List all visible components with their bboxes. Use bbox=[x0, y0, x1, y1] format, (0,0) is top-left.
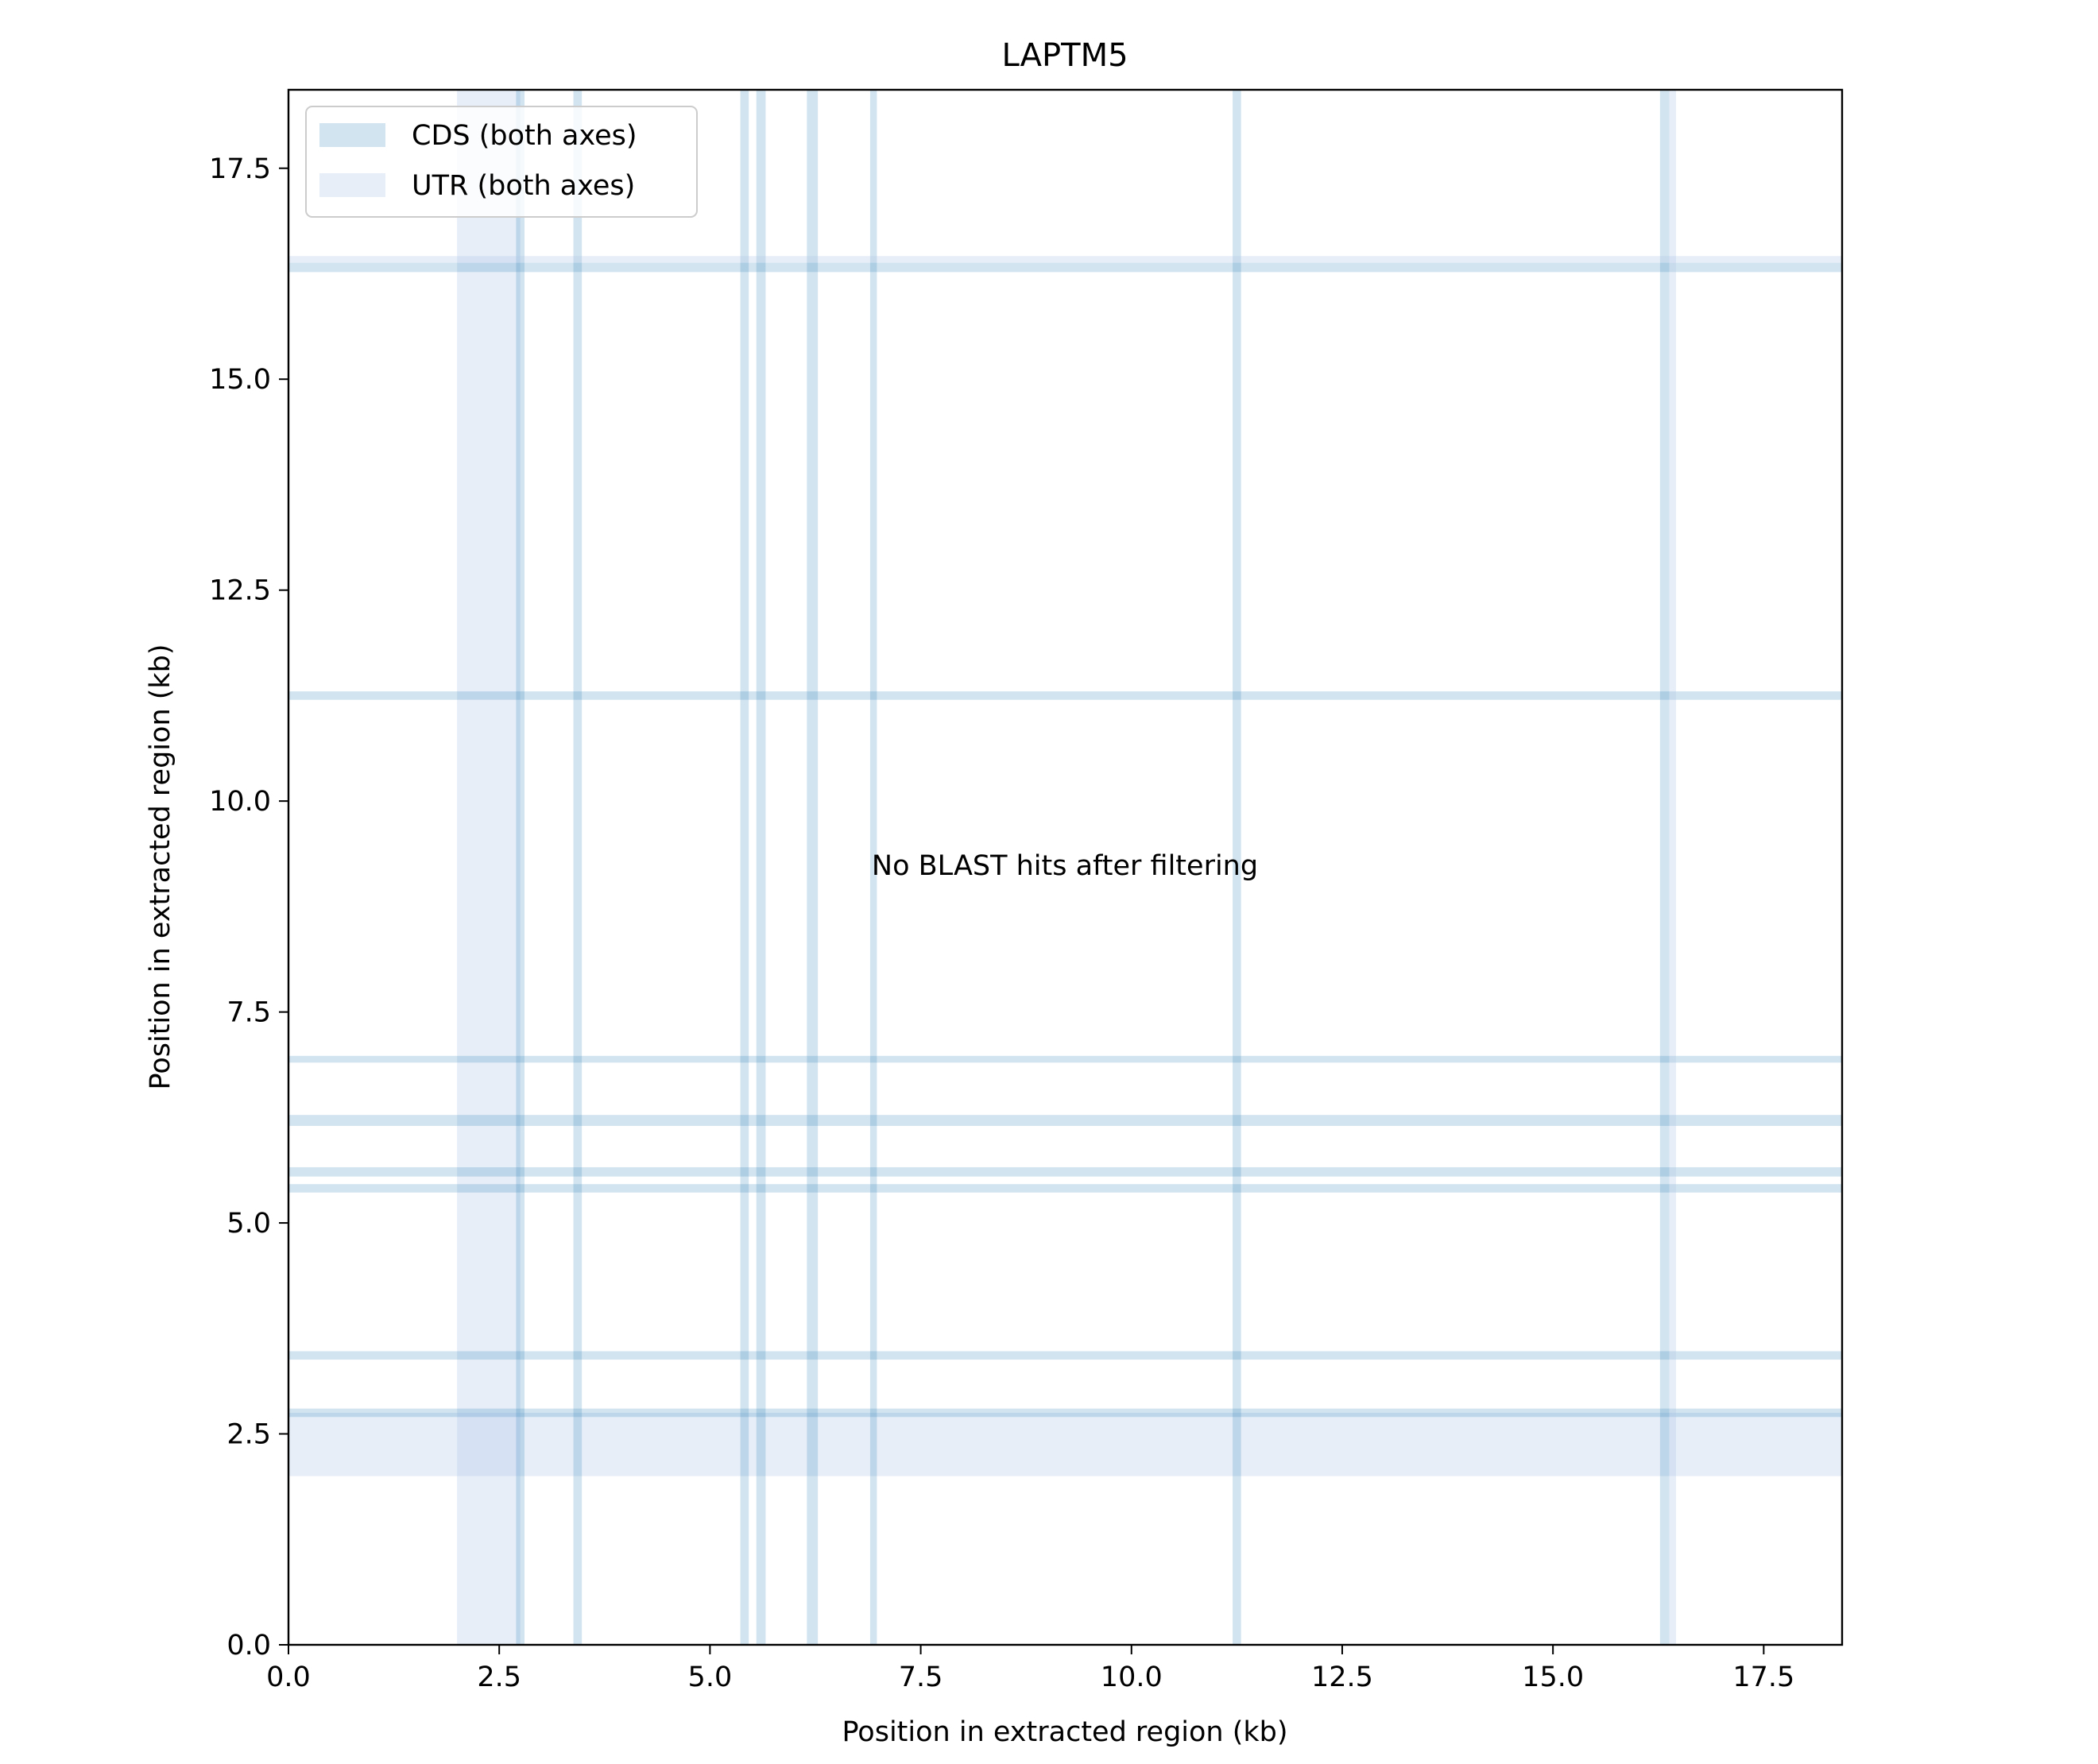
region-band-y-cds-3 bbox=[288, 1184, 1842, 1193]
x-tick-label: 0.0 bbox=[266, 1661, 311, 1693]
plot-area bbox=[288, 90, 1842, 1645]
y-tick-label: 10.0 bbox=[209, 786, 271, 818]
no-hits-annotation: No BLAST hits after filtering bbox=[872, 850, 1258, 882]
y-tick-label: 7.5 bbox=[226, 997, 271, 1029]
chart-title: LAPTM5 bbox=[1001, 37, 1128, 74]
x-tick-label: 17.5 bbox=[1732, 1661, 1794, 1693]
y-axis-label: Position in extracted region (kb) bbox=[145, 644, 176, 1089]
region-band-x-utr-0 bbox=[457, 90, 521, 1645]
plot-background bbox=[288, 90, 1842, 1645]
legend-frame bbox=[305, 106, 698, 218]
legend-label-utr: UTR (both axes) bbox=[412, 170, 635, 202]
region-band-y-cds-8 bbox=[288, 262, 1842, 273]
x-tick-label: 10.0 bbox=[1101, 1661, 1163, 1693]
legend-label-cds: CDS (both axes) bbox=[412, 120, 637, 152]
region-band-y-cds-4 bbox=[288, 1166, 1842, 1177]
region-band-x-cds-6 bbox=[869, 90, 877, 1645]
region-band-x-cds-8 bbox=[1659, 90, 1670, 1645]
y-tick-label: 2.5 bbox=[226, 1419, 271, 1451]
x-tick-label: 12.5 bbox=[1311, 1661, 1373, 1693]
region-band-y-cds-7 bbox=[288, 691, 1842, 700]
legend-swatch-cds bbox=[319, 123, 385, 147]
region-band-x-cds-3 bbox=[740, 90, 749, 1645]
y-tick-label: 5.0 bbox=[226, 1208, 271, 1240]
y-tick-label: 15.0 bbox=[209, 364, 271, 396]
x-axis-label: Position in extracted region (kb) bbox=[842, 1716, 1287, 1748]
region-band-x-cds-4 bbox=[756, 90, 766, 1645]
region-band-x-cds-7 bbox=[1233, 90, 1241, 1645]
legend-swatch-utr bbox=[319, 173, 385, 197]
y-tick-label: 12.5 bbox=[209, 575, 271, 607]
x-tick-label: 5.0 bbox=[688, 1661, 733, 1693]
region-band-x-cds-2 bbox=[573, 90, 583, 1645]
region-band-x-cds-5 bbox=[807, 90, 819, 1645]
tick-layer: 0.0 2.5 5.0 7.5 10.0 12.5 15.0 17.5 0.0 2.5 5.0 7.5… bbox=[209, 153, 1794, 1693]
region-band-x-utr-9 bbox=[1669, 90, 1677, 1645]
region-band-y-cds-2 bbox=[288, 1351, 1842, 1360]
region-band-y-utr-9 bbox=[288, 256, 1842, 263]
x-tick-label: 15.0 bbox=[1522, 1661, 1584, 1693]
x-tick-label: 2.5 bbox=[477, 1661, 521, 1693]
region-band-y-cds-6 bbox=[288, 1055, 1842, 1063]
region-band-y-cds-1 bbox=[288, 1408, 1842, 1418]
x-tick-label: 7.5 bbox=[899, 1661, 943, 1693]
region-layer bbox=[288, 90, 1842, 1645]
region-band-x-cds-1 bbox=[516, 90, 525, 1645]
legend: CDS (both axes) UTR (both axes) bbox=[305, 106, 698, 218]
y-tick-label: 0.0 bbox=[226, 1630, 271, 1661]
region-band-y-cds-5 bbox=[288, 1115, 1842, 1126]
region-band-y-utr-0 bbox=[288, 1412, 1842, 1476]
y-tick-label: 17.5 bbox=[209, 153, 271, 185]
axes-frame bbox=[287, 88, 1844, 1646]
